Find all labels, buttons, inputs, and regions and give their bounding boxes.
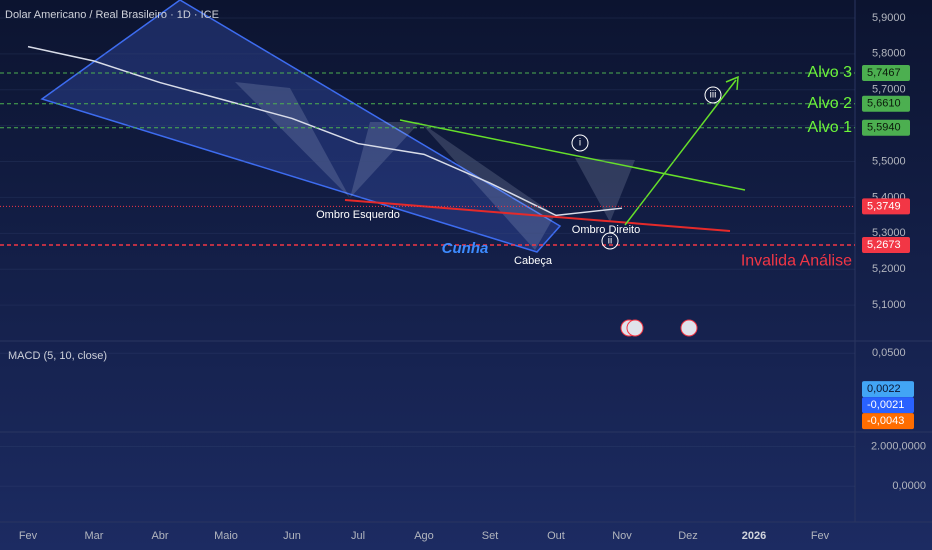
- price-badge-label: 5,2673: [867, 239, 901, 251]
- wave-circle: [601, 232, 619, 250]
- x-tick-label: Dez: [678, 530, 698, 542]
- level-name: Invalida Análise: [741, 252, 852, 269]
- pattern-triangle: [420, 122, 555, 250]
- macd-badge-label: -0,0043: [867, 415, 904, 427]
- wave-circle: [704, 86, 722, 104]
- y-tick-label: 0,0500: [872, 347, 906, 359]
- arrow-head: [725, 75, 739, 91]
- x-tick-label: Abr: [151, 530, 168, 542]
- x-tick-label: Out: [547, 530, 565, 542]
- price-badge-label: 5,7467: [867, 67, 901, 79]
- price-badge: [862, 119, 910, 136]
- x-tick-label: Jun: [283, 530, 301, 542]
- macd-badge-label: 0,0022: [867, 383, 901, 395]
- y-tick-label: 5,8000: [872, 48, 906, 60]
- x-tick-label: Ago: [414, 530, 434, 542]
- x-tick-label: Fev: [19, 530, 38, 542]
- y-tick-label: 5,7000: [872, 84, 906, 96]
- macd-badge: [862, 381, 914, 398]
- macd-badge: [862, 397, 914, 414]
- price-badge-label: 5,5940: [867, 122, 901, 134]
- annotation: Cunha: [442, 240, 489, 257]
- price-badge-label: 5,6610: [867, 98, 901, 110]
- level-name: Alvo 1: [808, 119, 853, 136]
- x-tick-label: Mar: [85, 530, 104, 542]
- chart-title: Dolar Americano / Real Brasileiro · 1D ·…: [5, 9, 219, 21]
- annotation: Ombro Direito: [572, 224, 640, 236]
- macd-title: MACD (5, 10, close): [8, 350, 107, 362]
- y-tick-label: 5,5000: [872, 155, 906, 167]
- annotation: i: [579, 138, 581, 149]
- annotation: ii: [608, 236, 612, 247]
- y-tick-label: 2.000,0000: [871, 440, 926, 452]
- x-tick-label: Jul: [351, 530, 365, 542]
- y-tick-label: 5,9000: [872, 12, 906, 24]
- wave-circle: [571, 134, 589, 152]
- price-badge-label: 5,3749: [867, 200, 901, 212]
- pattern-triangle: [575, 158, 635, 222]
- x-tick-label: Nov: [612, 530, 632, 542]
- price-badge: [862, 237, 910, 254]
- x-tick-label: Maio: [214, 530, 238, 542]
- x-tick-label: Fev: [811, 530, 830, 542]
- y-tick-label: 5,3000: [872, 227, 906, 239]
- wedge: [40, 0, 562, 253]
- price-badge: [862, 198, 910, 215]
- price-badge: [862, 95, 910, 112]
- price-badge: [862, 64, 910, 81]
- x-tick-label: Set: [482, 530, 499, 542]
- macd-badge: [862, 413, 914, 430]
- y-tick-label: 0,0000: [892, 480, 926, 492]
- annotation: Ombro Esquerdo: [316, 209, 400, 221]
- level-name: Alvo 3: [808, 64, 853, 81]
- y-tick-label: 5,1000: [872, 299, 906, 311]
- price-line: [27, 45, 623, 217]
- flags: [620, 319, 698, 337]
- annotation: iii: [710, 90, 717, 101]
- resistance-line: [399, 119, 746, 191]
- y-tick-label: 5,2000: [872, 263, 906, 275]
- level-name: Alvo 2: [808, 95, 853, 112]
- x-tick-label: 2026: [742, 530, 766, 542]
- neckline: [344, 199, 731, 232]
- pattern-triangle: [350, 122, 420, 198]
- macd-badge-label: -0,0021: [867, 399, 904, 411]
- annotation: Cabeça: [514, 255, 553, 267]
